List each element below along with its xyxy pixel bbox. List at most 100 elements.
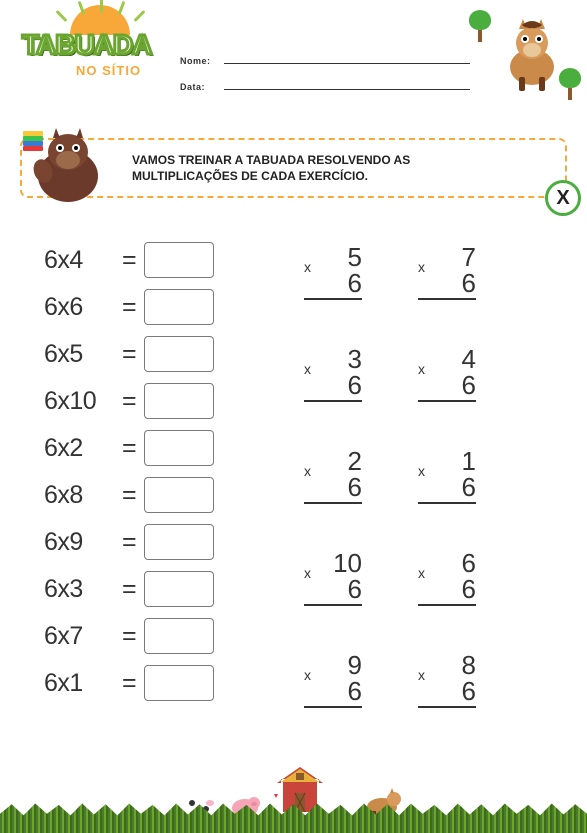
problem-expression: 6x5: [44, 340, 122, 369]
multiply-symbol: x: [304, 362, 311, 376]
answer-box[interactable]: [144, 571, 214, 607]
multiplier: 6: [418, 576, 476, 606]
problem-expression: 6x10: [44, 387, 122, 416]
equals-sign: =: [122, 622, 144, 651]
answer-box[interactable]: [144, 618, 214, 654]
problem-expression: 6x9: [44, 528, 122, 557]
date-label: Data:: [180, 82, 220, 92]
problem-row: 6x2=: [44, 430, 214, 466]
form-fields: Nome: Data:: [180, 50, 470, 102]
problem-row: 6x4=: [44, 242, 214, 278]
multiply-symbol: x: [418, 464, 425, 478]
vertical-problem-row: x36x46: [304, 346, 476, 402]
badge-symbol: X: [556, 185, 569, 212]
vertical-problem[interactable]: x26: [304, 448, 362, 504]
problem-expression: 6x8: [44, 481, 122, 510]
vertical-problem-row: x106x66: [304, 550, 476, 606]
vertical-problem-row: x26x16: [304, 448, 476, 504]
vertical-problem[interactable]: x66: [418, 550, 476, 606]
name-field-row: Nome:: [180, 50, 470, 66]
header: TABUADA NO SÍTIO Nome: Data:: [0, 0, 587, 110]
horizontal-problems: 6x4=6x6=6x5=6x10=6x2=6x8=6x9=6x3=6x7=6x1…: [44, 242, 214, 708]
vertical-problems: x56x76x36x46x26x16x106x66x96x86: [304, 242, 476, 708]
multiply-symbol: x: [304, 668, 311, 682]
logo: TABUADA NO SÍTIO: [20, 5, 170, 95]
problem-expression: 6x4: [44, 246, 122, 275]
vertical-problem-row: x56x76: [304, 244, 476, 300]
vertical-problem[interactable]: x56: [304, 244, 362, 300]
vertical-problem[interactable]: x76: [418, 244, 476, 300]
multiplicand: 4: [418, 346, 476, 372]
answer-box[interactable]: [144, 665, 214, 701]
problem-row: 6x8=: [44, 477, 214, 513]
multiplicand: 5: [304, 244, 362, 270]
multiplier: 6: [304, 678, 362, 708]
horse-icon: [497, 15, 567, 95]
vertical-problem[interactable]: x106: [304, 550, 362, 606]
logo-title: TABUADA: [22, 29, 151, 61]
logo-subtitle: NO SÍTIO: [76, 63, 141, 78]
multiply-symbol: x: [418, 566, 425, 580]
problem-expression: 6x2: [44, 434, 122, 463]
answer-box[interactable]: [144, 242, 214, 278]
equals-sign: =: [122, 669, 144, 698]
problem-row: 6x6=: [44, 289, 214, 325]
equals-sign: =: [122, 528, 144, 557]
equals-sign: =: [122, 481, 144, 510]
equals-sign: =: [122, 575, 144, 604]
equals-sign: =: [122, 340, 144, 369]
problem-expression: 6x3: [44, 575, 122, 604]
multiplicand: 6: [418, 550, 476, 576]
vertical-problem-row: x96x86: [304, 652, 476, 708]
multiply-symbol: x: [418, 668, 425, 682]
answer-box[interactable]: [144, 336, 214, 372]
multiplicand: 10: [304, 550, 362, 576]
multiply-symbol: x: [304, 566, 311, 580]
date-field-row: Data:: [180, 76, 470, 92]
mascot-icon: [18, 116, 113, 211]
multiplier: 6: [418, 270, 476, 300]
multiplier: 6: [304, 576, 362, 606]
date-input-line[interactable]: [224, 76, 470, 90]
name-input-line[interactable]: [224, 50, 470, 64]
problem-row: 6x5=: [44, 336, 214, 372]
vertical-problem[interactable]: x16: [418, 448, 476, 504]
instruction-section: VAMOS TREINAR A TABUADA RESOLVENDO AS MU…: [20, 138, 567, 198]
multiplier: 6: [304, 270, 362, 300]
multiply-symbol: x: [304, 464, 311, 478]
problem-expression: 6x7: [44, 622, 122, 651]
vertical-problem[interactable]: x86: [418, 652, 476, 708]
answer-box[interactable]: [144, 477, 214, 513]
problem-row: 6x3=: [44, 571, 214, 607]
multiplier: 6: [418, 372, 476, 402]
problem-expression: 6x6: [44, 293, 122, 322]
exercises-content: 6x4=6x6=6x5=6x10=6x2=6x8=6x9=6x3=6x7=6x1…: [0, 208, 587, 708]
vertical-problem[interactable]: x36: [304, 346, 362, 402]
multiplier: 6: [418, 678, 476, 708]
multiplicand: 2: [304, 448, 362, 474]
multiply-symbol: x: [418, 260, 425, 274]
equals-sign: =: [122, 387, 144, 416]
answer-box[interactable]: [144, 289, 214, 325]
multiplicand: 9: [304, 652, 362, 678]
multiplicand: 7: [418, 244, 476, 270]
answer-box[interactable]: [144, 430, 214, 466]
multiply-symbol: x: [418, 362, 425, 376]
vertical-problem[interactable]: x96: [304, 652, 362, 708]
answer-box[interactable]: [144, 524, 214, 560]
multiplicand: 1: [418, 448, 476, 474]
vertical-problem[interactable]: x46: [418, 346, 476, 402]
multiplier: 6: [304, 474, 362, 504]
problem-expression: 6x1: [44, 669, 122, 698]
answer-box[interactable]: [144, 383, 214, 419]
multiplier: 6: [304, 372, 362, 402]
footer: [0, 758, 587, 833]
problem-row: 6x7=: [44, 618, 214, 654]
multiplier: 6: [418, 474, 476, 504]
logo-ray-icon: [133, 10, 145, 22]
logo-ray-icon: [100, 0, 103, 13]
equals-sign: =: [122, 434, 144, 463]
logo-ray-icon: [55, 10, 67, 22]
logo-ray-icon: [118, 1, 126, 15]
instruction-text: VAMOS TREINAR A TABUADA RESOLVENDO AS MU…: [132, 153, 410, 183]
